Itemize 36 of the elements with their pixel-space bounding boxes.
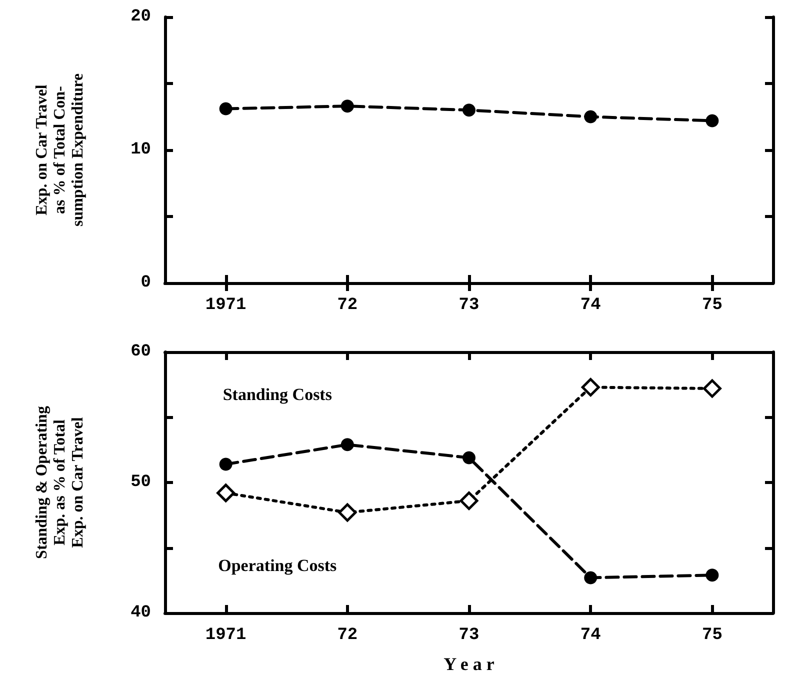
text: Operating Costs: [218, 556, 338, 575]
x-tick-label: 73: [458, 626, 480, 645]
point: [581, 378, 600, 396]
point: [219, 102, 232, 116]
point: [702, 379, 722, 398]
point: [462, 104, 476, 117]
x-tick-label: 1971: [205, 626, 246, 645]
point: [584, 571, 598, 584]
point: [706, 568, 719, 582]
x-tick-label: 74: [580, 296, 601, 315]
text: Standing Costs: [222, 385, 332, 404]
point: [338, 503, 357, 522]
x-tick-label: 75: [702, 626, 722, 645]
x-axis-title: Y e a r: [444, 654, 494, 674]
x-tick-label: 74: [580, 626, 601, 645]
x-tick-label: 1971: [205, 296, 246, 315]
x-tick-label: 72: [337, 296, 358, 315]
point: [462, 451, 476, 464]
x-tick-label: 75: [702, 296, 722, 315]
y-tick-label: 0: [140, 274, 151, 292]
y-tick-label: 50: [130, 473, 151, 492]
y-tick-label: 60: [130, 342, 151, 362]
point: [706, 114, 719, 128]
point: [460, 492, 478, 510]
y-tick-label: 20: [130, 8, 151, 26]
y-tick-label: 40: [130, 604, 151, 622]
x-tick-label: 73: [458, 296, 480, 315]
y-tick-label: 10: [130, 140, 151, 160]
y-axis-title: Standing & Operating Exp. as % of Total Exp. on Car Travel: [34, 406, 86, 559]
y-axis-title: Exp. on Car Travel as % of Total Con- sumption Expenditure: [34, 73, 86, 227]
point: [340, 438, 354, 452]
point: [219, 458, 232, 471]
x-tick-label: 72: [337, 626, 358, 645]
point: [216, 484, 236, 502]
point: [584, 110, 598, 124]
point: [340, 100, 354, 113]
